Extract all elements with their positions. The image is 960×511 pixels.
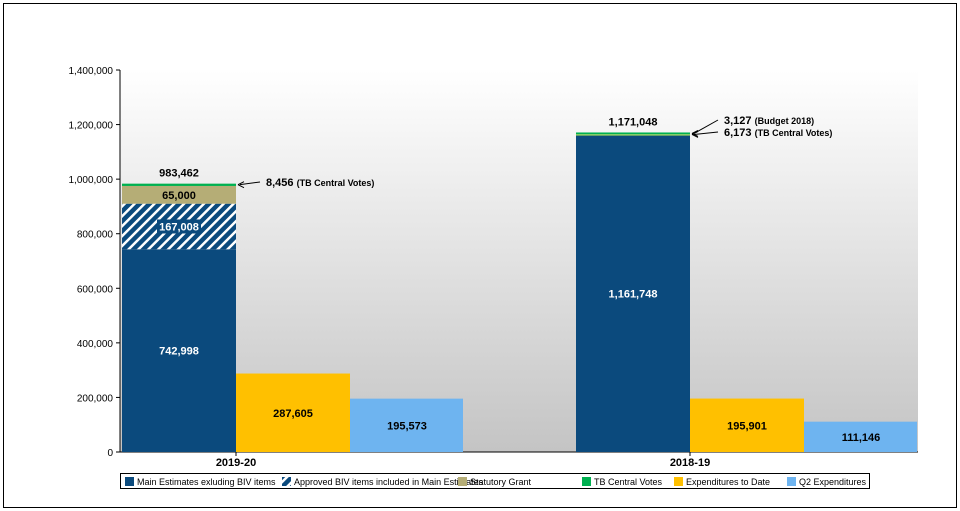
bar-tb-central-votes xyxy=(122,183,236,186)
bar-main-estimates-exluding-biv-items xyxy=(576,135,690,452)
total-label: 1,171,048 xyxy=(609,116,658,128)
category-label: 2018-19 xyxy=(670,457,710,469)
y-tick-label: 800,000 xyxy=(77,230,114,241)
annotation-label: 3,127 (Budget 2018) xyxy=(724,115,814,127)
bar-budget-2018 xyxy=(576,134,690,136)
legend-label: Approved BIV items included in Main Esti… xyxy=(294,477,484,487)
bar-main-estimates-exluding-biv-items xyxy=(122,249,236,452)
data-label: 111,146 xyxy=(842,432,881,444)
category-label: 2019-20 xyxy=(216,457,256,469)
bar-q2-expenditures xyxy=(350,398,463,452)
legend-swatch xyxy=(282,477,291,486)
y-tick-label: 600,000 xyxy=(77,284,114,295)
data-label: 195,901 xyxy=(727,420,767,432)
bar-expenditures-to-date xyxy=(690,398,804,452)
annotation-label: 6,173 (TB Central Votes) xyxy=(724,127,832,139)
annotation-label: 8,456 (TB Central Votes) xyxy=(266,177,374,189)
y-tick-label: 1,000,000 xyxy=(69,175,114,186)
y-tick-label: 200,000 xyxy=(77,393,114,404)
data-label: 742,998 xyxy=(159,346,199,358)
arrow-head xyxy=(237,181,245,189)
bar-tb-central-votes xyxy=(576,132,690,135)
legend-label: Q2 Expenditures xyxy=(799,477,867,487)
arrow-head xyxy=(691,131,699,138)
legend-label: Main Estimates exluding BIV items xyxy=(137,477,276,487)
y-tick-label: 1,200,000 xyxy=(69,121,114,132)
total-label: 983,462 xyxy=(159,168,199,180)
y-tick-label: 400,000 xyxy=(77,339,114,350)
data-label: 287,605 xyxy=(273,408,313,420)
data-label: 1,161,748 xyxy=(609,289,658,301)
data-label: 195,573 xyxy=(387,420,427,432)
legend-swatch xyxy=(787,477,796,486)
y-tick-label: 0 xyxy=(107,448,113,459)
annotation-arrow xyxy=(693,131,719,135)
legend-label: TB Central Votes xyxy=(594,477,663,487)
legend-swatch xyxy=(582,477,591,486)
bar-q2-expenditures xyxy=(804,421,917,452)
y-tick-label: 1,400,000 xyxy=(69,66,114,77)
bar-statutory-grant xyxy=(122,185,236,204)
legend-swatch xyxy=(125,477,134,486)
data-label-bg xyxy=(157,219,201,234)
annotation-arrow xyxy=(239,181,261,186)
annotation-arrow xyxy=(693,119,719,134)
legend-label: Statutory Grant xyxy=(470,477,532,487)
bar-expenditures-to-date xyxy=(236,373,350,452)
legend-label: Expenditures to Date xyxy=(686,477,770,487)
legend-swatch xyxy=(458,477,467,486)
data-label: 65,000 xyxy=(162,190,196,202)
data-label: 167,008 xyxy=(159,221,199,233)
legend-swatch xyxy=(674,477,683,486)
